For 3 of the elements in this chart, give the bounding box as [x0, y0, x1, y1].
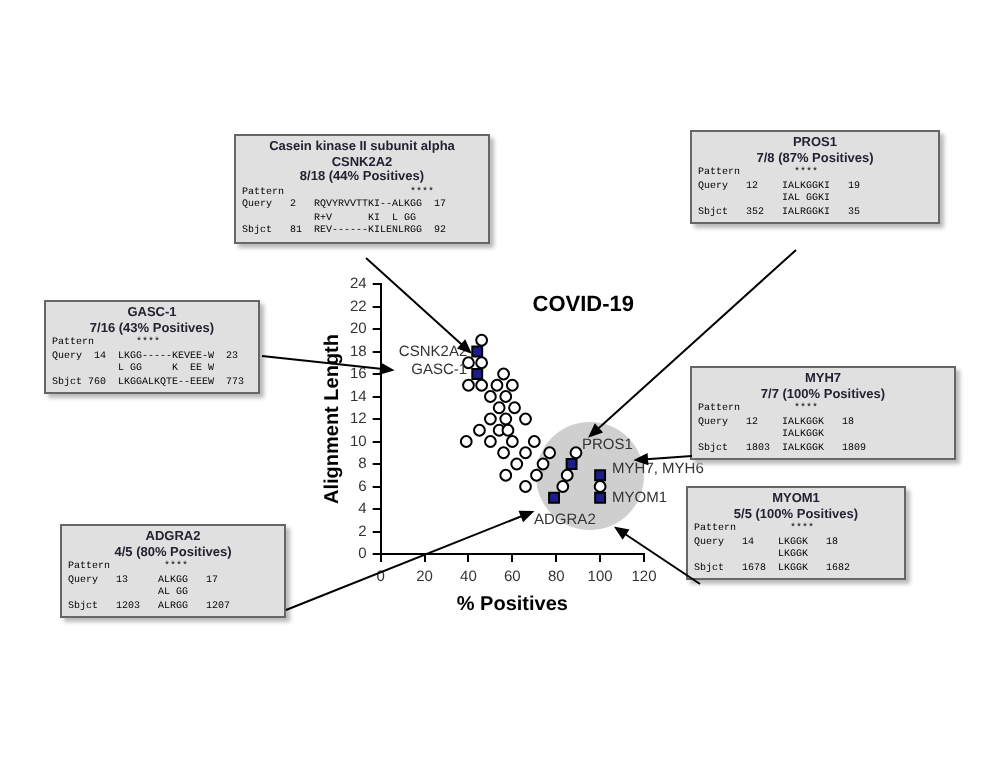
x-axis-title: % Positives [456, 593, 569, 616]
chart-title: COVID-19 [532, 293, 634, 318]
y-axis-title: Alignment Length [321, 334, 344, 504]
